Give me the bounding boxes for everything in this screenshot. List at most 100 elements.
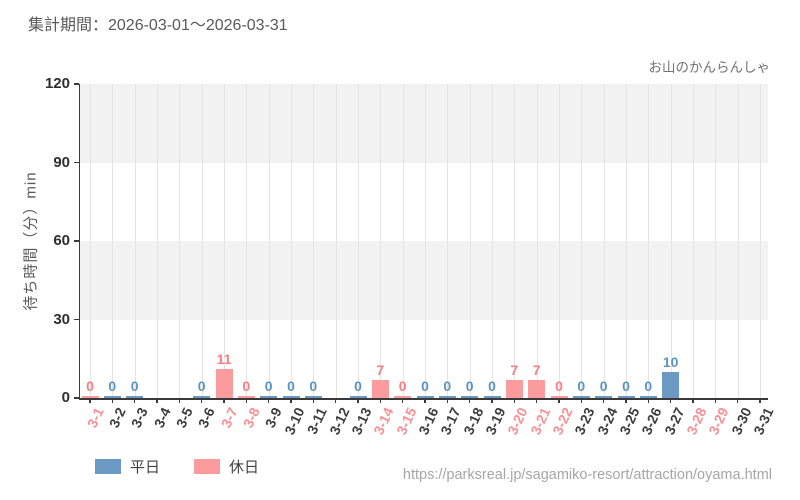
gridline [693, 84, 694, 398]
gridline [715, 84, 717, 398]
bar-value-label: 0 [465, 377, 474, 394]
bar-3-11 [304, 395, 322, 398]
bar-3-10 [282, 395, 300, 398]
x-tick-mark [267, 398, 270, 403]
x-tick-mark [200, 398, 203, 403]
legend-item-holiday: 休日 [194, 456, 259, 477]
bar-3-27 [662, 371, 680, 398]
gridline [134, 84, 136, 398]
y-tick-label: 90 [53, 153, 70, 171]
bar-3-2 [103, 395, 121, 398]
x-tick-mark [245, 398, 248, 403]
gridline [581, 84, 583, 398]
x-tick-label: 3-19 [482, 405, 509, 438]
gridline [90, 84, 91, 398]
bar-3-20 [505, 379, 523, 398]
bar-value-label: 0 [354, 377, 362, 394]
x-tick-mark [156, 398, 158, 403]
x-tick-label: 3-4 [150, 405, 174, 431]
gridline [358, 84, 359, 398]
gridline [514, 84, 516, 398]
gridline [737, 84, 739, 398]
gridline [402, 84, 404, 398]
x-tick-mark [178, 398, 181, 403]
y-tick-mark [73, 161, 79, 164]
x-tick-label: 3-23 [571, 405, 598, 438]
gridline [469, 84, 471, 398]
gridline [425, 84, 426, 398]
bar-value-label: 10 [662, 353, 679, 370]
x-tick-mark [580, 398, 583, 403]
attraction-name: お山のかんらんしゃ [648, 60, 771, 75]
report-period-title: 集計期間：2026-03-01～2026-03-31 [28, 17, 288, 34]
gridline [559, 84, 560, 398]
x-tick-label: 3-18 [459, 405, 487, 438]
x-tick-mark [312, 398, 315, 403]
gridline [268, 84, 270, 398]
x-tick-mark [647, 398, 650, 403]
bar-3-23 [572, 395, 590, 398]
bar-value-label: 0 [264, 377, 273, 394]
y-tick-mark [73, 240, 79, 242]
bar-value-label: 0 [398, 377, 407, 394]
bar-value-label: 7 [510, 361, 519, 378]
y-tick-mark [73, 83, 79, 85]
x-tick-mark [692, 398, 694, 403]
bar-value-label: 0 [622, 377, 630, 394]
gridline [291, 84, 292, 398]
x-tick-label: 3-15 [392, 405, 420, 438]
x-tick-label: 3-5 [172, 405, 196, 431]
x-tick-label: 3-3 [128, 405, 152, 431]
x-tick-label: 3-31 [750, 405, 777, 438]
x-tick-label: 3-2 [105, 405, 129, 431]
x-tick-mark [379, 398, 382, 403]
y-axis-spine [78, 84, 80, 400]
source-url[interactable]: https://parksreal.jp/sagamiko-resort/att… [402, 467, 772, 483]
bar-value-label: 0 [108, 377, 117, 394]
x-tick-mark [714, 398, 717, 403]
x-tick-label: 3-22 [549, 405, 576, 438]
x-tick-label: 3-29 [705, 405, 732, 438]
x-tick-mark [357, 398, 359, 403]
x-tick-label: 3-11 [303, 405, 330, 437]
x-tick-label: 3-28 [683, 405, 710, 438]
gridline [179, 84, 181, 398]
gridline [201, 84, 203, 398]
x-tick-mark [424, 398, 426, 403]
x-tick-mark [133, 398, 136, 403]
x-tick-mark [111, 398, 114, 403]
bar-value-label: 7 [532, 361, 541, 378]
bar-value-label: 0 [555, 377, 563, 394]
bar-value-label: 0 [86, 377, 94, 394]
x-tick-label: 3-21 [526, 405, 554, 438]
bar-3-21 [528, 379, 546, 398]
y-tick-label: 60 [53, 232, 70, 249]
bar-3-24 [595, 395, 613, 398]
y-tick-label: 0 [61, 389, 70, 406]
x-tick-mark [535, 398, 538, 403]
bar-3-9 [260, 395, 278, 398]
x-tick-label: 3-26 [638, 405, 665, 438]
legend-item-weekday: 平日 [95, 456, 160, 477]
bar-3-7 [215, 369, 233, 398]
x-tick-mark [223, 398, 225, 403]
x-tick-label: 3-12 [325, 405, 353, 438]
bar-value-label: 0 [577, 377, 586, 394]
gridline [447, 84, 449, 398]
x-tick-mark [290, 398, 292, 403]
legend-swatch-holiday [194, 459, 221, 474]
bar-3-26 [639, 395, 657, 398]
gridline [626, 84, 627, 398]
gridline [603, 84, 605, 398]
grid-band [80, 241, 768, 320]
bar-value-label: 0 [130, 377, 139, 394]
gridline [224, 84, 225, 398]
x-tick-label: 3-10 [281, 405, 308, 438]
gridline [760, 84, 761, 398]
x-tick-mark [334, 398, 337, 403]
x-tick-label: 3-25 [616, 405, 643, 438]
x-tick-label: 3-20 [504, 405, 531, 438]
x-tick-mark [558, 398, 560, 403]
